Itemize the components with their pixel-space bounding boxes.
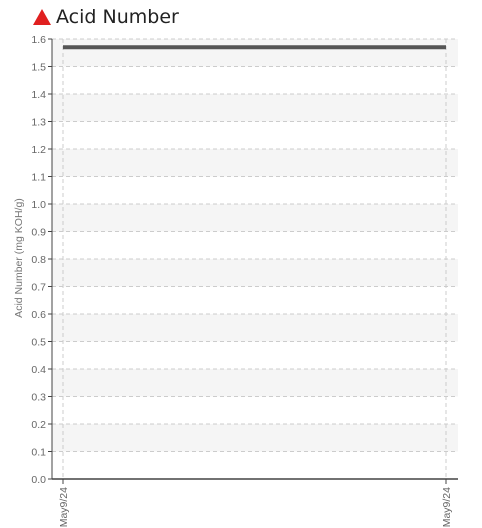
chart-header: Acid Number	[32, 4, 179, 30]
y-tick-label: 0.8	[31, 254, 46, 266]
y-tick-label: 1.5	[31, 62, 46, 74]
y-tick-label: 0.2	[31, 419, 46, 431]
x-tick-label: May9/24	[441, 487, 453, 527]
y-tick-label: 0.4	[31, 364, 46, 376]
y-tick-label: 0.7	[31, 282, 46, 294]
y-tick-label: 0.5	[31, 337, 46, 349]
grid-lines	[52, 38, 458, 479]
y-tick-label: 1.1	[31, 172, 46, 184]
x-tick-label: May9/24	[58, 487, 70, 527]
y-axis-label: Acid Number (mg KOH/g)	[13, 198, 25, 318]
grid-band	[52, 94, 458, 122]
background-bands	[52, 39, 458, 452]
x-axis-ticks: May9/24 May9/24	[58, 479, 453, 527]
grid-band	[52, 204, 458, 232]
y-tick-label: 1.3	[31, 117, 46, 129]
grid-band	[52, 39, 458, 67]
y-tick-label: 1.0	[31, 199, 46, 211]
y-tick-label: 1.4	[31, 89, 46, 101]
warning-triangle-icon	[32, 8, 52, 26]
y-tick-label: 0.0	[31, 474, 46, 486]
grid-band	[52, 369, 458, 397]
y-tick-label: 0.1	[31, 447, 46, 459]
y-tick-label: 1.6	[31, 34, 46, 46]
grid-band	[52, 149, 458, 177]
y-tick-label: 0.3	[31, 392, 46, 404]
chart-title: Acid Number	[56, 6, 179, 28]
y-tick-label: 0.6	[31, 309, 46, 321]
grid-band	[52, 314, 458, 342]
y-tick-label: 0.9	[31, 227, 46, 239]
grid-band	[52, 259, 458, 287]
y-tick-label: 1.2	[31, 144, 46, 156]
y-axis-ticks: 0.0 0.1 0.2 0.3 0.4 0.5 0.6 0.7 0.8 0.9 1.0 1.1 1.2 1…	[31, 34, 52, 486]
grid-band	[52, 424, 458, 452]
